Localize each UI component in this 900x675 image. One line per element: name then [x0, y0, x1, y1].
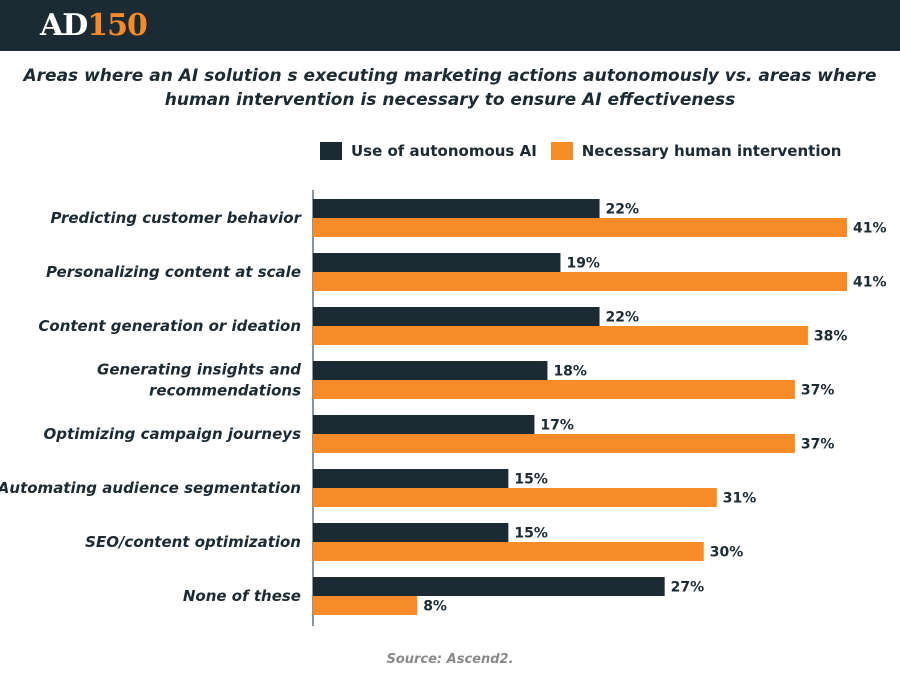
data-label: 37% — [801, 383, 835, 399]
bar-human-intervention — [313, 434, 795, 453]
data-label: 17% — [540, 418, 574, 434]
data-label: 22% — [606, 202, 640, 218]
bar-autonomous-ai — [313, 199, 600, 218]
data-label: 15% — [514, 472, 548, 488]
category-label: SEO/content optimization — [85, 533, 301, 551]
data-label: 27% — [671, 580, 705, 596]
data-label: 37% — [801, 437, 835, 453]
legend-label-human: Necessary human intervention — [581, 142, 842, 160]
category-label: Content generation or ideation — [38, 317, 301, 335]
bar-human-intervention — [313, 326, 808, 345]
data-label: 8% — [423, 599, 447, 615]
category-label: Automating audience segmentation — [0, 479, 301, 497]
bar-autonomous-ai — [313, 523, 509, 542]
bar-autonomous-ai — [313, 361, 548, 380]
bar-human-intervention — [313, 488, 717, 507]
category-label: Generating insights and recommendations — [97, 361, 301, 400]
bar-human-intervention — [313, 542, 704, 561]
chart-legend: Use of autonomous AI Necessary human int… — [320, 141, 855, 161]
chart-title: Areas where an AI solution s executing m… — [23, 66, 877, 110]
bar-autonomous-ai — [313, 307, 600, 326]
bar-autonomous-ai — [313, 415, 535, 434]
bar-human-intervention — [313, 272, 847, 291]
data-label: 19% — [566, 256, 600, 272]
data-label: 22% — [606, 310, 640, 326]
bar-autonomous-ai — [313, 469, 509, 488]
data-label: 41% — [853, 221, 887, 237]
bar-human-intervention — [313, 596, 418, 615]
ad150-logo: AD150 — [40, 8, 148, 43]
data-label: 18% — [553, 364, 587, 380]
bar-autonomous-ai — [313, 577, 665, 596]
legend-swatch-autonomous — [320, 142, 342, 160]
header-bar: AD150 — [0, 0, 900, 51]
logo-150: 150 — [87, 8, 148, 43]
data-label: 30% — [710, 545, 744, 561]
category-label: None of these — [183, 587, 301, 605]
category-label: Personalizing content at scale — [46, 263, 301, 281]
data-label: 41% — [853, 275, 887, 291]
legend-item-human: Necessary human intervention — [550, 142, 842, 160]
category-label: Optimizing campaign journeys — [44, 425, 302, 443]
data-label: 38% — [814, 329, 848, 345]
bar-human-intervention — [313, 380, 795, 399]
data-label: 31% — [723, 491, 757, 507]
bar-autonomous-ai — [313, 253, 561, 272]
legend-item-autonomous: Use of autonomous AI — [320, 142, 537, 160]
logo-ad: AD — [40, 8, 88, 43]
data-label: 15% — [514, 526, 548, 542]
legend-label-autonomous: Use of autonomous AI — [351, 142, 537, 160]
legend-swatch-human — [550, 142, 573, 160]
category-label: Predicting customer behavior — [50, 209, 302, 227]
bar-human-intervention — [313, 218, 847, 237]
source-note: Source: Ascend2. — [386, 652, 514, 667]
